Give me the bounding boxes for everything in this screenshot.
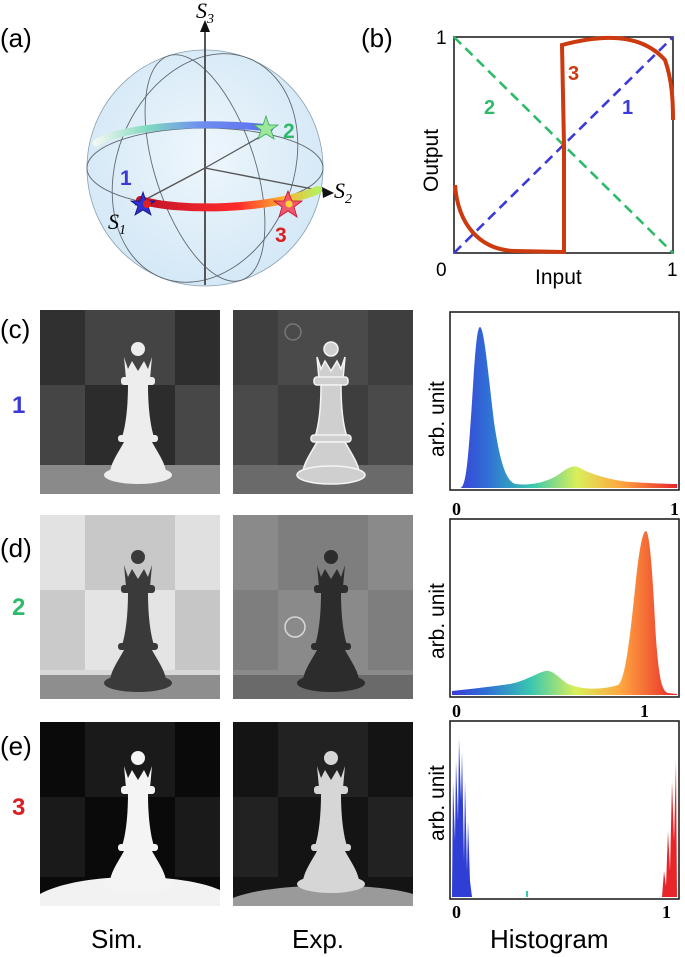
- column-label-histogram: Histogram: [490, 924, 608, 954]
- panel-label-d: (d): [0, 533, 32, 563]
- x-axis-label: Input: [535, 266, 582, 289]
- poincare-sphere: S3 S2 S1 1 2 3: [86, 0, 352, 287]
- curve-label-3: 3: [568, 63, 579, 85]
- curve-label-2: 2: [484, 97, 495, 119]
- exp-image-1: [233, 310, 413, 494]
- hist-2-ylabel: arb. unit: [426, 583, 449, 659]
- curve-label-1: 1: [622, 97, 633, 119]
- hist-3-ylabel: arb. unit: [426, 765, 449, 841]
- row-label-3: 3: [12, 794, 25, 821]
- histogram-3: 0 1 arb. unit: [426, 720, 680, 922]
- x-tick-min: 0: [436, 260, 447, 281]
- histogram-2: 0 1 arb. unit: [426, 518, 680, 721]
- hist-2-tick-max: 1: [640, 701, 649, 721]
- panel-label-a: (a): [0, 23, 32, 53]
- column-label-exp: Exp.: [292, 924, 344, 954]
- panel-label-e: (e): [0, 731, 32, 761]
- row-label-2: 2: [12, 594, 25, 621]
- axis-label-s1: S1: [108, 209, 126, 238]
- hist-3-tick-max: 1: [662, 902, 671, 922]
- exp-image-2: [233, 515, 413, 699]
- axis-label-s3: S3: [196, 0, 214, 27]
- curve-3: [453, 35, 675, 255]
- sphere-marker-3: 3: [275, 224, 287, 247]
- histogram-1: 0 1 arb. unit: [426, 311, 680, 519]
- hist-1-ylabel: arb. unit: [426, 381, 449, 457]
- hist-2-tick-min: 0: [452, 701, 461, 721]
- sim-image-2: [40, 515, 220, 699]
- hist-1-tick-max: 1: [670, 499, 679, 519]
- y-tick-max: 1: [436, 28, 447, 49]
- sphere-marker-2: 2: [283, 120, 295, 143]
- panel-label-c: (c): [0, 314, 30, 344]
- sim-image-3: [40, 722, 220, 906]
- row-label-1: 1: [12, 392, 25, 419]
- panel-label-b: (b): [361, 23, 393, 53]
- axis-label-s2: S2: [334, 178, 352, 207]
- sim-image-1: [40, 310, 220, 494]
- hist-1-tick-min: 0: [452, 499, 461, 519]
- transfer-function-plot: 3 2 1 1 0 1 Input Output: [420, 28, 678, 289]
- exp-image-3: [233, 722, 413, 906]
- column-label-sim: Sim.: [91, 924, 143, 954]
- sphere-marker-1: 1: [120, 167, 132, 190]
- x-tick-max: 1: [667, 260, 678, 281]
- y-axis-label: Output: [420, 129, 443, 192]
- hist-3-tick-min: 0: [452, 902, 461, 922]
